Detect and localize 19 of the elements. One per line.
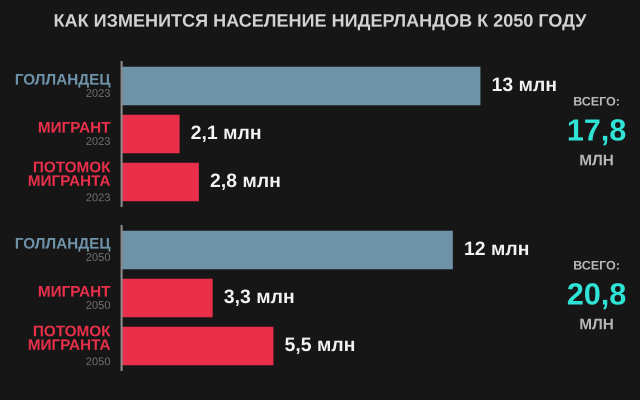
y-tick-label: ПОТОМОК МИГРАНТА 2050: [28, 326, 111, 366]
data-label: 5,5 млн: [285, 338, 354, 354]
text: ВСЕГО:: [574, 260, 619, 270]
text: МЛН: [580, 318, 613, 330]
y-tick-label: ГОЛЛАНДЕЦ 2023: [16, 74, 110, 97]
text: МЛН: [580, 154, 613, 166]
data-label: 13 млн: [492, 77, 556, 92]
data-label: 2,1 млн: [191, 125, 260, 142]
chart-title: КАК ИЗМЕНИТСЯ НАСЕЛЕНИЕ НИДЕРЛАНДОВ К 2050 ГОДУ: [54, 14, 587, 30]
y-tick-label: МИГРАНТ 2023: [38, 122, 110, 145]
data-label: 3,3 млн: [224, 289, 294, 306]
text: ВСЕГО:: [574, 96, 619, 106]
data-label: 12 млн: [465, 241, 528, 256]
text: 20,8: [568, 283, 626, 310]
text: 17,8: [568, 119, 626, 146]
y-tick-label: ПОТОМОК МИГРАНТА 2023: [28, 162, 111, 202]
y-tick-label: ГОЛЛАНДЕЦ 2050: [16, 238, 110, 261]
y-tick-label: МИГРАНТ 2050: [38, 286, 110, 309]
data-label: 2,8 млн: [210, 173, 280, 190]
